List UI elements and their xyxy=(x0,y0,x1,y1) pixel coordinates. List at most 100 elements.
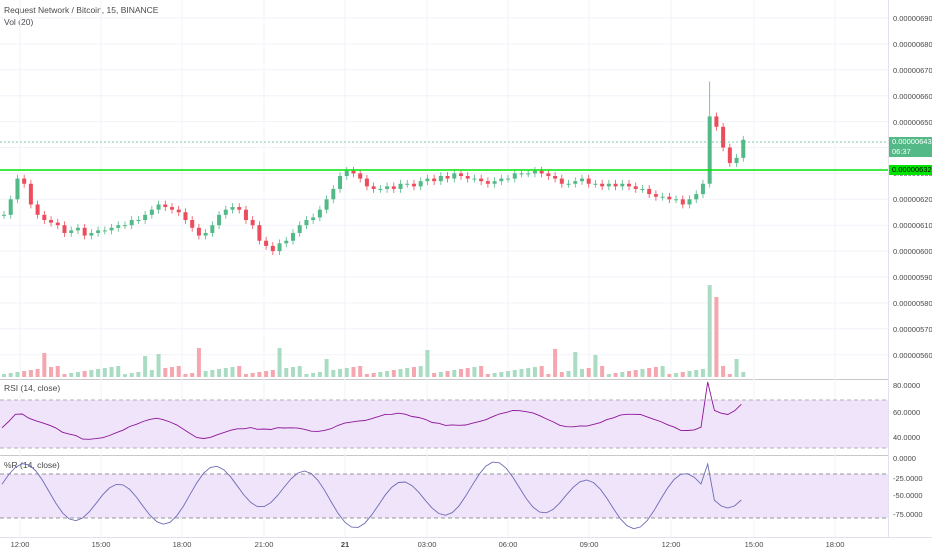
volume-bar xyxy=(243,374,248,377)
volume-bar xyxy=(653,367,658,377)
candle-body xyxy=(438,175,443,182)
candle-body xyxy=(358,173,363,179)
candle-body xyxy=(109,227,114,231)
candle-body xyxy=(385,186,390,189)
candle-body xyxy=(694,194,699,200)
volume-bar xyxy=(727,374,732,377)
volume-bar xyxy=(89,370,94,377)
candle-body xyxy=(418,181,423,187)
volume-bar xyxy=(680,372,685,377)
williams-r-axis-label: 0.0000 xyxy=(893,454,916,463)
candle-body xyxy=(687,199,692,205)
candle-body xyxy=(82,227,87,236)
price-axis-label: 0.00000670 xyxy=(893,65,932,75)
chart-title: Request Network / Bitcoin, 15, BINANCE xyxy=(4,5,159,15)
volume-bar xyxy=(96,369,101,377)
time-axis-label: 03:00 xyxy=(417,540,437,549)
time-axis[interactable] xyxy=(0,537,932,551)
candle-body xyxy=(331,188,336,200)
candle-body xyxy=(8,199,13,215)
candle-body xyxy=(492,181,497,184)
candle-body xyxy=(351,170,356,174)
candle-body xyxy=(371,186,376,189)
candle-body xyxy=(727,147,732,164)
volume-bar xyxy=(647,368,652,377)
rsi-axis-label: 60.0000 xyxy=(893,408,921,417)
volume-bar xyxy=(660,366,665,377)
candle-body xyxy=(122,225,127,227)
candle-body xyxy=(311,217,316,221)
volume-bar xyxy=(49,367,54,377)
volume-bar xyxy=(519,369,524,377)
volume-bar xyxy=(633,370,638,377)
williams-r-band xyxy=(0,474,888,518)
volume-bar xyxy=(344,368,349,377)
candle-body xyxy=(223,209,228,215)
candle-body xyxy=(633,186,638,189)
volume-bar xyxy=(317,372,322,377)
volume-bar xyxy=(203,371,208,377)
candle-body xyxy=(606,183,611,187)
williams-r-axis-label: -50.0000 xyxy=(893,491,923,500)
candle-body xyxy=(257,225,262,241)
volume-bar xyxy=(69,373,74,377)
volume-bar xyxy=(734,359,739,377)
volume-bar xyxy=(606,374,611,377)
volume-bar xyxy=(667,374,672,377)
volume-bar xyxy=(264,371,269,377)
volume-bar xyxy=(75,372,80,377)
candle-body xyxy=(472,178,477,180)
volume-bar xyxy=(217,369,222,377)
candle-body xyxy=(479,178,484,182)
volume-title: Vol (20) xyxy=(4,17,34,27)
candle-body xyxy=(627,183,632,187)
volume-bar xyxy=(485,374,490,377)
candle-body xyxy=(2,214,6,216)
williams-r-axis-label: -25.0000 xyxy=(893,474,923,483)
candle-body xyxy=(445,175,450,179)
volume-bar xyxy=(82,371,87,377)
candle-body xyxy=(707,116,712,184)
candle-body xyxy=(660,196,665,198)
candle-body xyxy=(196,227,201,236)
time-axis-label: 18:00 xyxy=(825,540,845,549)
candle-body xyxy=(250,220,255,226)
volume-bar xyxy=(35,369,40,377)
williams-r-line xyxy=(1,461,742,530)
candle-body xyxy=(620,183,625,187)
candle-body xyxy=(15,178,20,200)
volume-bar xyxy=(640,369,645,377)
volume-bar xyxy=(512,370,517,377)
price-axis-label: 0.00000560 xyxy=(893,350,932,360)
volume-bar xyxy=(700,369,705,377)
volume-bar xyxy=(714,297,719,377)
candle-body xyxy=(425,178,430,182)
candle-body xyxy=(102,230,107,232)
current-price-tag: 0.00000643 xyxy=(889,137,932,147)
rsi-axis-label: 80.0000 xyxy=(893,381,921,390)
candle-body xyxy=(149,209,154,215)
candle-body xyxy=(499,178,504,182)
candle-body xyxy=(210,225,215,233)
volume-bar xyxy=(351,367,356,377)
price-axis-label: 0.00000690 xyxy=(893,14,932,23)
volume-bar xyxy=(163,368,168,377)
candle-body xyxy=(277,243,282,252)
volume-bar xyxy=(170,367,175,377)
candle-body xyxy=(317,209,322,218)
volume-bar xyxy=(257,372,262,377)
candle-body xyxy=(364,178,369,187)
volume-bar xyxy=(122,374,127,377)
volume-bar xyxy=(297,366,302,377)
volume-bar xyxy=(42,353,47,377)
price-pane[interactable] xyxy=(0,0,888,378)
candle-body xyxy=(391,186,396,189)
volume-bar xyxy=(627,371,632,377)
volume-bar xyxy=(620,372,625,377)
candle-body xyxy=(506,178,511,180)
volume-bar xyxy=(250,373,255,377)
price-axis[interactable] xyxy=(888,0,932,538)
candle-body xyxy=(264,240,269,246)
candle-body xyxy=(217,214,222,226)
